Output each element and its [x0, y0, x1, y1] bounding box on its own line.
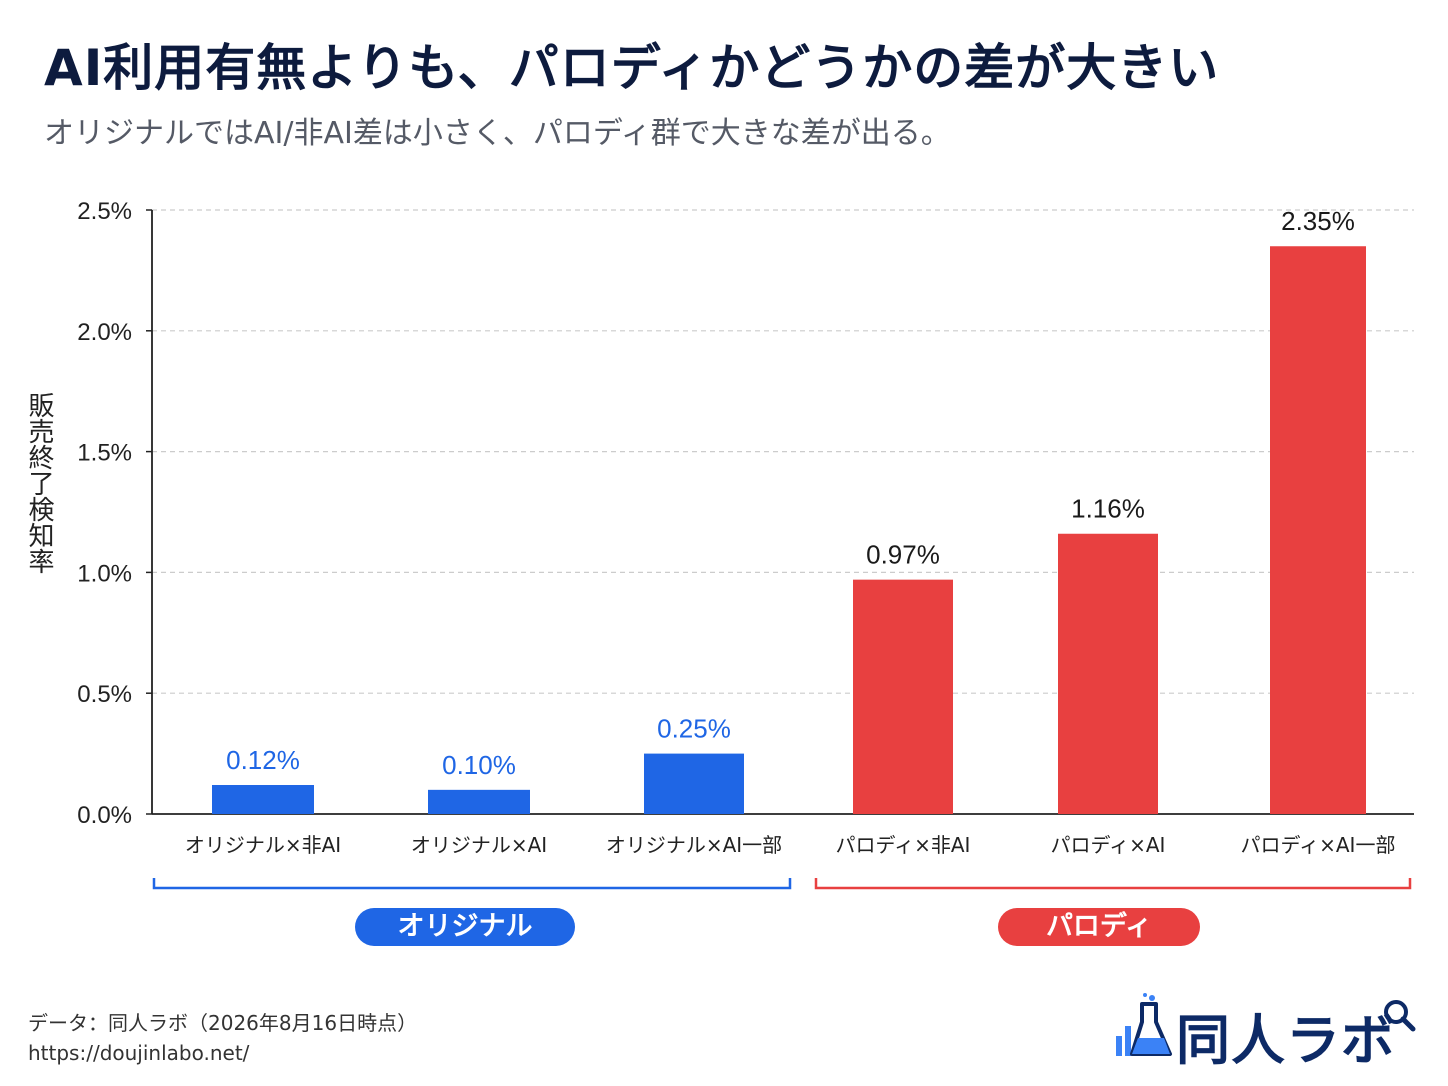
bar-4	[853, 579, 953, 814]
y-tick-label: 1.0%	[77, 560, 132, 587]
source-text: データ：同人ラボ（2026年8月16日時点）	[28, 1011, 418, 1035]
bar-3	[644, 753, 744, 814]
logo-text: 同人ラボ	[1176, 1009, 1396, 1072]
source-url[interactable]: https://doujinlabo.net/	[28, 1041, 250, 1065]
data-label-6: 2.35%	[1281, 206, 1355, 236]
bar-5	[1058, 533, 1158, 814]
bar-chart: 0.0% 0.5% 1.0% 1.5% 2.0% 2.5% 0.12% オリジナル×非AI 0.…	[77, 198, 1414, 890]
category-label-3: オリジナル×AI一部	[606, 833, 782, 857]
y-axis-label: 販売終了検知率	[24, 392, 54, 574]
data-label-3: 0.25%	[657, 714, 731, 744]
y-tick-label: 2.0%	[77, 319, 132, 346]
category-label-2: オリジナル×AI	[411, 833, 547, 857]
group-bracket-original	[152, 878, 792, 890]
y-tick-label: 1.5%	[77, 440, 132, 467]
brand-logo: 同人ラボ	[1112, 992, 1432, 1072]
magnifier-icon	[1384, 1000, 1416, 1032]
category-label-4: パロディ×非AI	[836, 833, 971, 857]
data-label-5: 1.16%	[1071, 494, 1145, 524]
data-label-1: 0.12%	[226, 745, 300, 775]
chart-subtitle: オリジナルではAI/非AI差は小さく、パロディ群で大きな差が出る。	[44, 116, 951, 151]
y-tick-label: 0.5%	[77, 681, 132, 708]
group-label-parody: パロディ	[998, 908, 1200, 946]
bar-2	[428, 789, 530, 814]
data-label-2: 0.10%	[442, 750, 516, 780]
category-label-6: パロディ×AI一部	[1241, 833, 1396, 857]
y-tick-label: 0.0%	[77, 802, 132, 829]
group-label-original: オリジナル	[355, 908, 575, 946]
source-note: データ：同人ラボ（2026年8月16日時点） https://doujinlab…	[28, 1008, 417, 1068]
bar-6	[1270, 246, 1366, 815]
category-label-5: パロディ×AI	[1051, 833, 1166, 857]
chart-title: AI利用有無よりも、パロディかどうかの差が大きい	[44, 39, 1220, 97]
group-bracket-parody	[814, 878, 1412, 890]
flask-chart-icon	[1116, 993, 1172, 1056]
category-label-1: オリジナル×非AI	[185, 833, 341, 857]
data-label-4: 0.97%	[866, 540, 940, 570]
bar-1	[212, 785, 314, 814]
y-tick-label: 2.5%	[77, 198, 132, 225]
